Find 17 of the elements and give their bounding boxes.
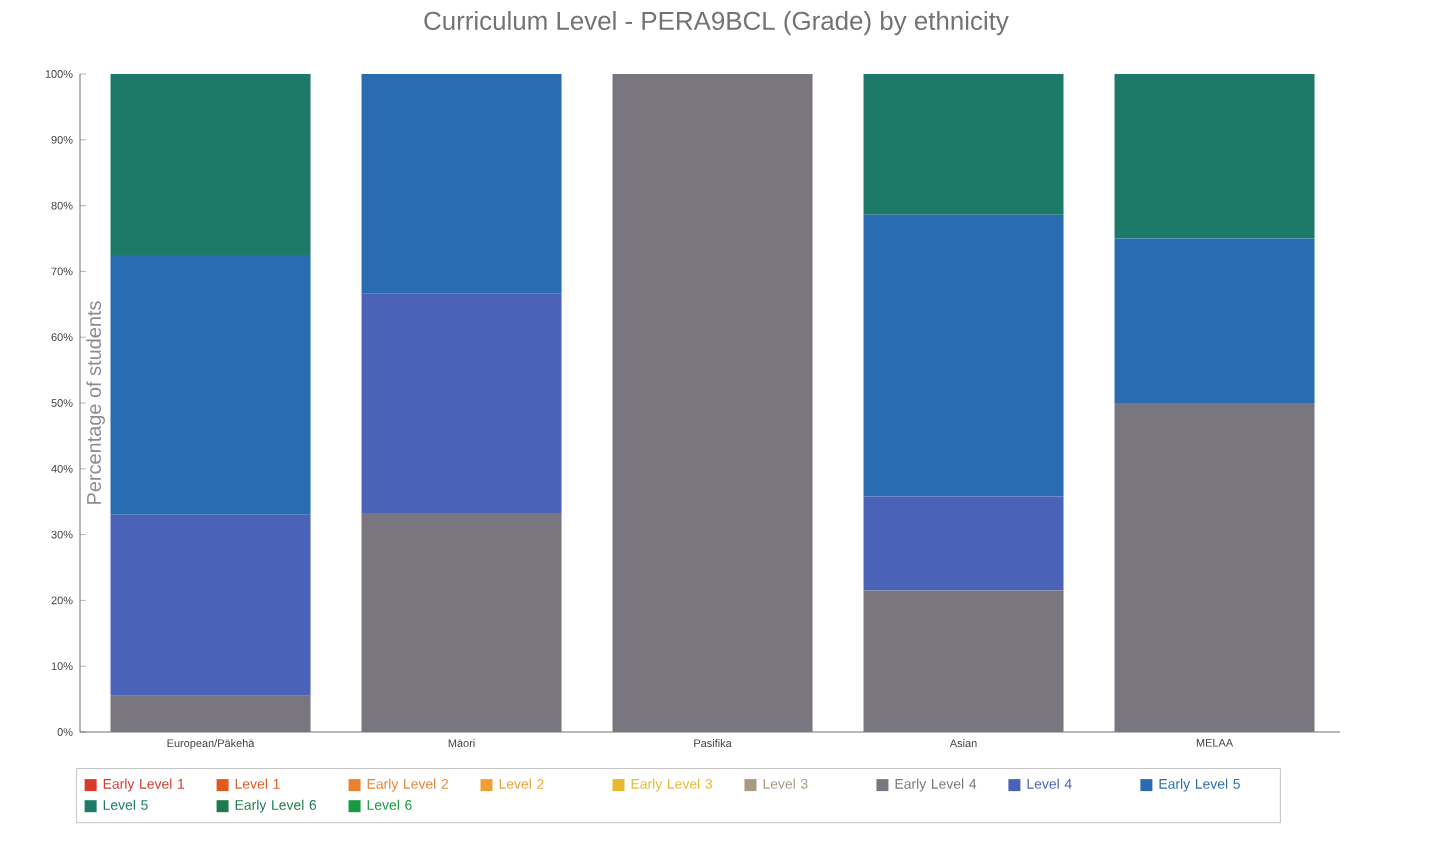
bar: [863, 214, 1064, 497]
bar: [361, 293, 562, 513]
bar: [110, 695, 311, 732]
y-axis-title: Percentage of students: [86, 301, 105, 504]
bar: [110, 514, 311, 696]
bar: [612, 73, 813, 732]
chart-title: Curriculum Level - PERA9BCL (Grade) by ethnicity: [424, 11, 1009, 36]
bar: [110, 254, 311, 515]
bar: [863, 496, 1064, 591]
bar: [110, 73, 311, 255]
bar: [863, 590, 1064, 732]
bar: [1114, 238, 1315, 403]
bar: [863, 73, 1064, 215]
bar: [1114, 73, 1315, 239]
bar: [361, 73, 562, 294]
bar: [361, 512, 562, 732]
bar: [1114, 402, 1315, 732]
